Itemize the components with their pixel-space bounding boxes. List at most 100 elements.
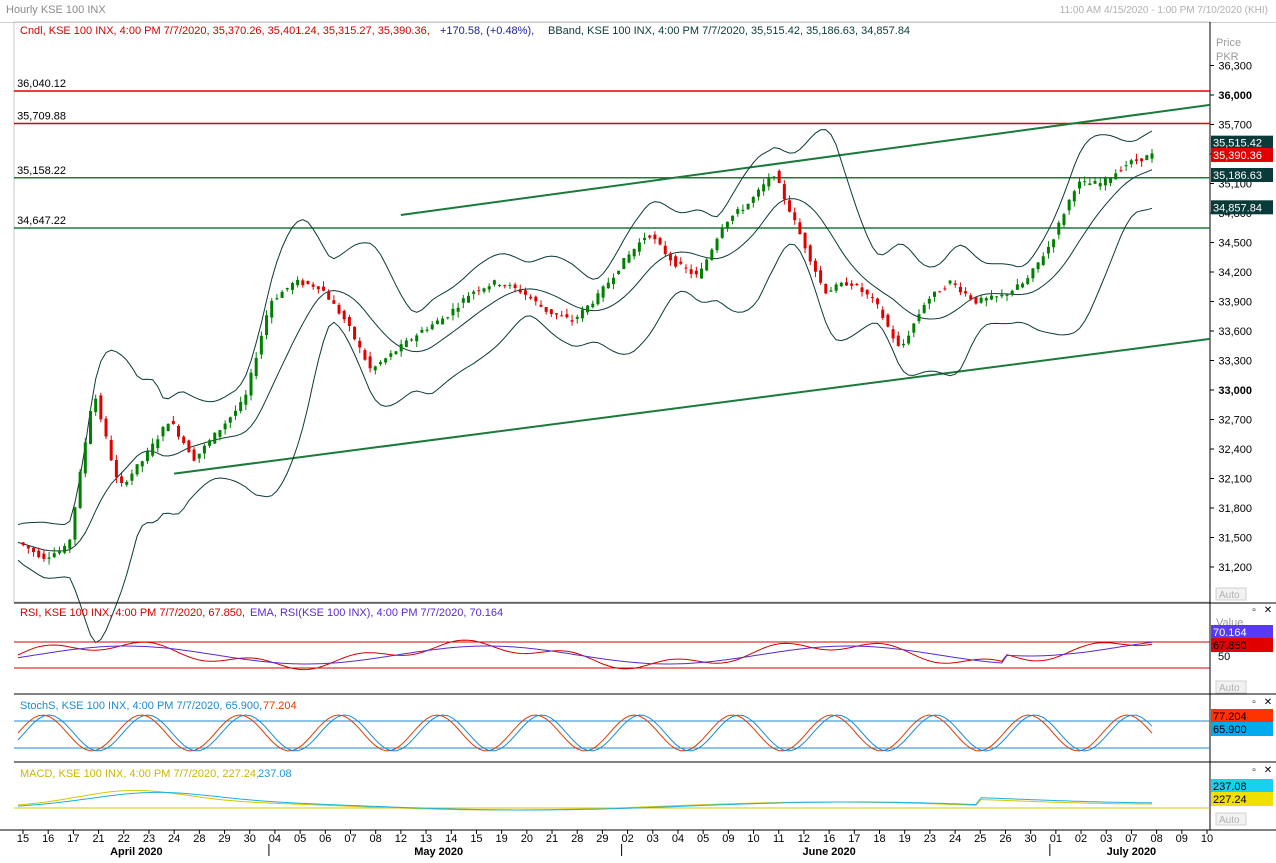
candle-body (47, 557, 51, 559)
candle-body (363, 350, 367, 360)
candle-body (938, 291, 942, 293)
candle-body (995, 296, 999, 298)
candle-body (233, 410, 237, 416)
candle-body (498, 285, 502, 287)
auto-button-main[interactable]: Auto (1215, 587, 1247, 601)
svg-text:35,515.42: 35,515.42 (1213, 138, 1262, 150)
auto-button-macd[interactable]: Auto (1215, 812, 1247, 826)
candle-body (767, 177, 771, 187)
svg-text:Auto: Auto (1219, 590, 1240, 601)
stoch-d-tag: 77.204 (1211, 709, 1273, 723)
candle-body (1119, 170, 1123, 172)
stoch-k-line (17, 714, 1153, 752)
candle-body (834, 284, 838, 291)
candle-body (296, 279, 300, 286)
y-tick-label: 33,900 (1218, 297, 1252, 309)
svg-text:35,186.63: 35,186.63 (1213, 170, 1262, 182)
candle-body (974, 297, 978, 304)
auto-button-rsi[interactable]: Auto (1215, 680, 1247, 694)
candle-body (125, 481, 129, 485)
candle-body (202, 445, 206, 454)
candle-body (1041, 256, 1045, 266)
rsi-legend: RSI, KSE 100 INX, 4:00 PM 7/7/2020, 67.8… (20, 607, 245, 619)
candle-body (539, 304, 543, 307)
candle-body (969, 295, 973, 300)
candle-body (161, 427, 165, 437)
candle-body (337, 304, 341, 314)
price-axis-unit: PKR (1216, 51, 1239, 63)
candle-body (674, 256, 678, 267)
bband-middle-line (17, 169, 1153, 552)
x-tick-label: 29 (218, 833, 230, 845)
macd-close-icon[interactable]: ✕ (1263, 765, 1273, 776)
candle-body (772, 176, 776, 178)
x-tick-label: 20 (521, 833, 533, 845)
y-tick-label: 34,500 (1218, 238, 1252, 250)
x-tick-label: 13 (420, 833, 432, 845)
level-labels: 36,040.12 35,709.88 35,158.22 34,647.22 (17, 78, 66, 227)
x-tick-label: 19 (496, 833, 508, 845)
candle-body (1031, 268, 1035, 279)
candle-body (109, 439, 113, 461)
candle-body (705, 259, 709, 271)
candle-body (684, 267, 688, 269)
rsi-minimize-button[interactable]: ▫ (1252, 605, 1256, 616)
y-tick-label: 31,200 (1218, 562, 1252, 574)
stoch-minimize-button[interactable]: ▫ (1252, 697, 1256, 708)
candle-body (876, 298, 880, 305)
candle-body (943, 288, 947, 290)
svg-text:227.24: 227.24 (1213, 794, 1247, 806)
candle-body (886, 314, 890, 327)
level-label: 35,158.22 (17, 165, 66, 177)
x-tick-label: 18 (873, 833, 885, 845)
candle-body (88, 411, 92, 444)
svg-text:Auto: Auto (1219, 815, 1240, 826)
macd-minimize-button[interactable]: ▫ (1252, 765, 1256, 776)
candle-body (777, 170, 781, 183)
x-tick-label: 16 (823, 833, 835, 845)
x-tick-label: 02 (1075, 833, 1087, 845)
candle-body (487, 286, 491, 290)
svg-text:67.850: 67.850 (1213, 640, 1247, 652)
candle-body (477, 290, 481, 292)
rsi-close-icon[interactable]: ✕ (1263, 605, 1273, 616)
macd-signal-tag: 237.08 (1211, 779, 1273, 793)
candle-body (384, 358, 388, 363)
x-tick-label: 29 (596, 833, 608, 845)
candle-body (1124, 165, 1128, 167)
candle-body (1098, 183, 1102, 187)
candle-body (1036, 262, 1040, 270)
candle-body (586, 305, 590, 313)
candle-body (430, 324, 434, 330)
candle-body (632, 248, 636, 257)
candle-body (850, 283, 854, 286)
candle-body (378, 362, 382, 365)
candle-body (731, 215, 735, 221)
x-tick-label: 06 (319, 833, 331, 845)
candle-body (860, 287, 864, 293)
svg-text:77.204: 77.204 (1213, 711, 1247, 723)
candle-body (1015, 284, 1019, 290)
rsi-ema-line (17, 641, 1153, 665)
candle-body (104, 418, 108, 437)
main-plot-frame (13, 21, 1211, 603)
candle-body (1000, 294, 1004, 297)
candle-body (1093, 180, 1097, 184)
x-tick-label: 22 (118, 833, 130, 845)
x-tick-label: 19 (899, 833, 911, 845)
x-tick-label: 10 (747, 833, 759, 845)
candle-body (1078, 181, 1082, 189)
candle-body (1052, 239, 1056, 248)
x-tick-label: 24 (949, 833, 961, 845)
candle-body (580, 309, 584, 319)
candle-body (451, 308, 455, 316)
candle-body (782, 184, 786, 200)
candle-body (518, 289, 522, 293)
x-tick-label: 08 (370, 833, 382, 845)
candle-body (819, 270, 823, 283)
candle-body (244, 394, 248, 405)
rsi-value-tag: 67.850 (1211, 638, 1273, 652)
stoch-close-icon[interactable]: ✕ (1263, 697, 1273, 708)
